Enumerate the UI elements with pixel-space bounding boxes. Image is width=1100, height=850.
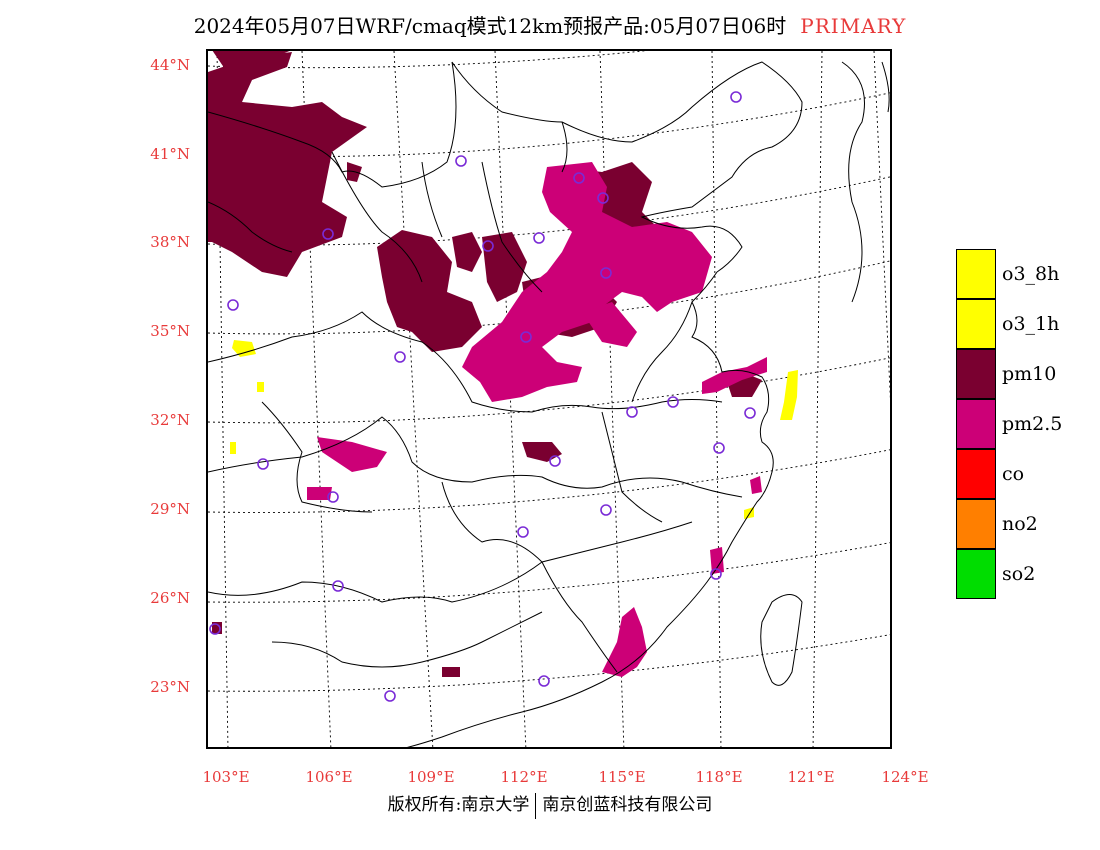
lon-label-109: 109°E — [407, 768, 455, 786]
lat-label-32: 32°N — [150, 411, 190, 429]
pm25-areas — [307, 162, 767, 677]
legend-swatch-o3-8h — [956, 249, 996, 299]
legend-swatch-co — [956, 449, 996, 499]
lon-label-112: 112°E — [500, 768, 548, 786]
map-canvas — [208, 51, 890, 747]
legend-label-so2: so2 — [1002, 563, 1036, 585]
legend-label-pm25: pm2.5 — [1002, 413, 1063, 435]
legend-swatch-so2 — [956, 549, 996, 599]
legend-swatch-pm10 — [956, 349, 996, 399]
lat-label-44: 44°N — [150, 56, 190, 74]
lon-label-121: 121°E — [787, 768, 835, 786]
forecast-map[interactable] — [206, 49, 892, 749]
title-text: 2024年05月07日WRF/cmaq模式12km预报产品:05月07日06时 — [193, 14, 787, 38]
footer-divider — [535, 792, 537, 819]
legend-label-o3-8h: o3_8h — [1002, 263, 1060, 285]
legend-swatch-no2 — [956, 499, 996, 549]
copyright-footer: 版权所有:南京大学 南京创蓝科技有限公司 — [0, 790, 1100, 819]
lat-label-35: 35°N — [150, 322, 190, 340]
copyright-company: 南京创蓝科技有限公司 — [542, 795, 713, 815]
legend-label-pm10: pm10 — [1002, 363, 1057, 385]
lat-label-26: 26°N — [150, 589, 190, 607]
lat-label-41: 41°N — [150, 145, 190, 163]
legend-label-no2: no2 — [1002, 513, 1038, 535]
lat-label-38: 38°N — [150, 233, 190, 251]
lon-label-118: 118°E — [695, 768, 743, 786]
boundaries — [208, 61, 890, 747]
lat-label-29: 29°N — [150, 500, 190, 518]
lon-label-124: 124°E — [881, 768, 929, 786]
legend-swatch-pm25 — [956, 399, 996, 449]
lon-label-115: 115°E — [598, 768, 646, 786]
legend-swatch-o3-1h — [956, 299, 996, 349]
lat-label-23: 23°N — [150, 678, 190, 696]
map-title: 2024年05月07日WRF/cmaq模式12km预报产品:05月07日06时 P… — [0, 10, 1100, 39]
copyright-owner: 版权所有:南京大学 — [387, 795, 530, 815]
lon-label-106: 106°E — [305, 768, 353, 786]
lon-label-103: 103°E — [202, 768, 250, 786]
mode-label: PRIMARY — [800, 14, 907, 38]
legend-label-co: co — [1002, 463, 1025, 485]
station-markers — [209, 91, 756, 702]
legend-label-o3-1h: o3_1h — [1002, 313, 1060, 335]
